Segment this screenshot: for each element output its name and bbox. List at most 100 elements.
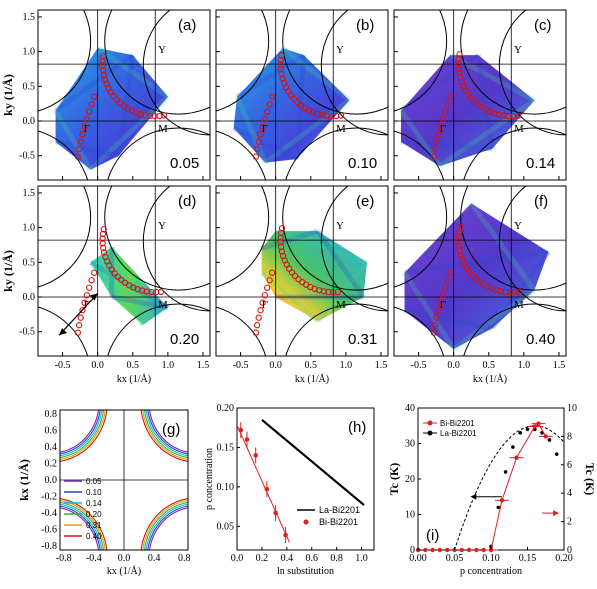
panel-frame (37, 185, 211, 357)
g-y-tick-label: 0.4 (45, 442, 58, 453)
fs-data-point (74, 329, 82, 336)
fs-data-point (86, 284, 93, 291)
i-point-la (547, 438, 552, 442)
fs-data-point (472, 275, 479, 282)
g-fs-contour-0.31 (142, 499, 188, 550)
fermi-surface-arc (394, 186, 448, 288)
intensity-map (261, 231, 367, 322)
i-x-tick-label: 0.10 (482, 553, 500, 564)
h-x-tick-label: 0.8 (330, 553, 343, 564)
x-tick-label: 0.5 (483, 360, 496, 371)
g-x-tick-label: -0.8 (56, 553, 72, 564)
arpes-panel-2: Y M Γ (b) 0.10 (215, 9, 389, 181)
x-tick-label: 0.0 (91, 360, 104, 371)
fermi-surface-arc (498, 10, 566, 136)
intensity-texture (116, 54, 136, 157)
i-x-tick-label: 0.00 (409, 553, 427, 564)
g-x-tick-label: 0.8 (178, 553, 191, 564)
intensity-texture (398, 109, 442, 168)
panel-frame (215, 185, 389, 357)
i-yr-tick-label: 0 (567, 545, 572, 556)
fermi-surface-arc (320, 10, 388, 136)
fs-data-point (264, 284, 271, 291)
i-arrow-head (553, 510, 560, 517)
h-panel-label: (h) (348, 419, 366, 436)
h-point-bi (238, 427, 244, 433)
i-point-bi (430, 547, 435, 553)
intensity-texture (96, 46, 170, 99)
fs-data-point (469, 272, 476, 279)
intensity-texture (315, 229, 366, 299)
g-x-tick-label: -0.4 (86, 553, 102, 564)
intensity-texture (438, 98, 536, 169)
x-tick-label: 1.5 (375, 360, 388, 371)
fermi-surface-arc (498, 186, 566, 312)
point-y-label: Y (336, 220, 344, 232)
i-point-la (554, 452, 559, 456)
i-y-tick-label: 30 (405, 439, 415, 450)
h-x-tick-label: 1.0 (355, 553, 368, 564)
g-x-axis-label: kx (1/Å) (107, 565, 141, 577)
fermi-surface-arc (216, 10, 270, 112)
arpes-panel-3: Y M Γ (c) 0.14 (393, 9, 567, 181)
g-legend-label: 0.14 (86, 499, 102, 508)
i-y-tick-label: 10 (405, 510, 415, 521)
i-yr-axis-label: Tc (K) (583, 463, 597, 496)
i-point-bi (445, 547, 450, 553)
fs-data-point (471, 98, 478, 105)
y-tick-label: 1.5 (23, 188, 36, 199)
fs-data-point (157, 288, 165, 296)
fs-data-point (334, 288, 342, 296)
point-m-label: M (514, 299, 524, 311)
i-panel-label: (i) (426, 527, 439, 544)
fs-data-point (468, 94, 475, 102)
fs-data-point (269, 269, 276, 276)
i-point-bi (466, 547, 472, 553)
fermi-surface-arc (38, 186, 92, 288)
arpes-panel-4: YMΓ(d)0.20-0.50.00.51.01.5kx (1/Å)1.51.0… (1, 185, 211, 385)
panel-g: 0.05 0.10 0.14 0.20 0.31 0.40 (g) -0.8 -0.4 0.0 0.… (17, 409, 191, 577)
h-fit-bi (236, 425, 290, 543)
fermi-surface-arc (320, 186, 388, 312)
fs-data-point (83, 292, 90, 299)
fs-data-point (257, 307, 264, 314)
h-y-tick-label: 0.15 (217, 442, 235, 453)
y-tick-label: 0.0 (23, 292, 36, 303)
scan-arrow (58, 293, 99, 336)
i-legend-label: La-Bi2201 (440, 429, 477, 438)
y-tick-label: 0.5 (23, 81, 36, 92)
intensity-texture (109, 246, 146, 326)
fs-data-point (160, 112, 168, 119)
doping-label: 0.10 (348, 155, 377, 172)
g-legend-label: 0.05 (86, 477, 102, 486)
intensity-map (90, 247, 168, 325)
fs-data-point (259, 123, 266, 130)
fs-data-point (290, 95, 298, 102)
fermi-surface-arc (104, 186, 210, 291)
intensity-texture (55, 139, 120, 159)
x-tick-label: -0.5 (55, 360, 71, 371)
arrow-head (89, 293, 98, 301)
y-tick-label: 1.0 (23, 223, 36, 234)
point-m-label: M (158, 299, 168, 311)
g-legend-label: 0.10 (86, 488, 102, 497)
panel-content (216, 10, 388, 180)
h-legend-label: Bi-Bi2201 (319, 517, 358, 527)
point-gamma-label: Γ (440, 123, 446, 135)
i-point-bi (423, 547, 428, 553)
intensity-texture (281, 46, 351, 103)
y-tick-label: 1.5 (23, 12, 36, 23)
panel-content (394, 10, 566, 180)
point-y-label: Y (514, 44, 522, 56)
x-tick-label: 0.0 (269, 360, 282, 371)
fermi-surface-arc (104, 10, 210, 115)
fs-data-point (294, 99, 301, 106)
doping-label: 0.20 (170, 331, 199, 348)
panel-frame (393, 9, 567, 181)
fs-data-point (88, 101, 95, 108)
fs-data-point (253, 322, 261, 329)
fs-data-point (435, 131, 442, 138)
g-legend-label: 0.20 (86, 510, 102, 519)
fs-data-point (439, 116, 446, 123)
